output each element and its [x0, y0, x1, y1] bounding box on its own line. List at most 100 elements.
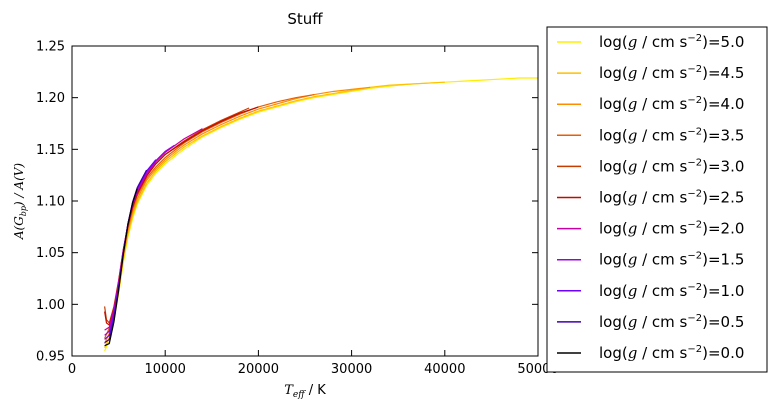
series-line-logg-2.0	[104, 128, 203, 331]
legend-label-part: )=2.0	[702, 220, 744, 238]
legend-label-part: −2	[687, 251, 702, 262]
legend-label: log(g / cm s−2)=1.0	[599, 282, 744, 300]
axis-ticks: 0 10000 20000 30000 40000 500000.951.001.051.…	[36, 40, 559, 378]
legend-label: log(g / cm s−2)=4.0	[599, 95, 744, 113]
legend-label-part: log(	[599, 282, 628, 300]
series-layer	[104, 77, 538, 352]
legend-label-part: −2	[687, 189, 702, 200]
legend-label: log(g / cm s−2)=0.5	[599, 313, 744, 331]
legend-label-part: −2	[687, 157, 702, 168]
legend-label-part: )=1.0	[702, 282, 744, 300]
series-line-logg-3.0	[104, 107, 250, 325]
y-axis-label: A(Gbp) / A(V)	[12, 163, 28, 241]
legend-label-part: −2	[687, 344, 702, 355]
legend-label-part: / cm s	[637, 95, 687, 113]
legend-label-part: −2	[687, 33, 702, 44]
legend-label-part: g	[628, 189, 638, 207]
legend-label: log(g / cm s−2)=0.0	[599, 344, 744, 362]
y-tick-label: 1.10	[36, 195, 65, 210]
legend-entry-logg-3.0: log(g / cm s−2)=3.0	[557, 157, 744, 175]
legend-label-part: log(	[599, 126, 628, 144]
legend-label: log(g / cm s−2)=3.0	[599, 157, 744, 175]
x-tick-label: 20000	[238, 362, 279, 377]
x-axis-label-sub: eff	[293, 390, 306, 400]
y-tick-label: 1.20	[36, 91, 65, 106]
legend-label-part: g	[628, 126, 638, 144]
y-axis-label-rest: ) / A(V)	[12, 163, 26, 207]
legend-label-part: log(	[599, 344, 628, 362]
legend-entry-logg-1.0: log(g / cm s−2)=1.0	[557, 282, 744, 300]
legend-label-part: log(	[599, 220, 628, 238]
legend-label-part: )=0.0	[702, 344, 744, 362]
legend-entry-logg-0.0: log(g / cm s−2)=0.0	[557, 344, 744, 362]
legend-entry-logg-5.0: log(g / cm s−2)=5.0	[557, 33, 744, 51]
x-tick-label: 30000	[331, 362, 372, 377]
legend-label-part: −2	[687, 126, 702, 137]
y-tick-label: 0.95	[36, 350, 65, 365]
series-line-logg-3.5	[104, 93, 315, 339]
legend-label-part: g	[628, 282, 638, 300]
legend-label-part: log(	[599, 313, 628, 331]
x-tick-label: 10000	[145, 362, 186, 377]
legend-entry-logg-3.5: log(g / cm s−2)=3.5	[557, 126, 744, 144]
legend-label: log(g / cm s−2)=1.5	[599, 251, 744, 269]
plot-frame	[71, 45, 539, 357]
legend-label-part: g	[628, 64, 638, 82]
legend-box	[546, 26, 768, 373]
legend-label-part: g	[628, 313, 638, 331]
y-tick-label: 1.00	[36, 298, 65, 313]
legend-label: log(g / cm s−2)=2.0	[599, 220, 744, 238]
legend-label-part: g	[628, 33, 638, 51]
legend-label-part: )=3.5	[702, 126, 744, 144]
chart-title: Stuff	[287, 10, 323, 28]
legend-entry-logg-0.5: log(g / cm s−2)=0.5	[557, 313, 744, 331]
legend-entry-logg-2.5: log(g / cm s−2)=2.5	[557, 189, 744, 207]
legend-label-part: )=2.5	[702, 189, 744, 207]
legend-label-part: )=4.5	[702, 64, 744, 82]
y-tick-label: 1.15	[36, 143, 65, 158]
legend-label-part: g	[628, 220, 638, 238]
legend-label-part: log(	[599, 95, 628, 113]
legend-label-part: −2	[687, 220, 702, 231]
legend-label-part: g	[628, 344, 638, 362]
legend-label-part: / cm s	[637, 157, 687, 175]
legend-label-part: log(	[599, 251, 628, 269]
series-line-logg-5.0	[104, 77, 538, 352]
y-axis-label-sub: bp	[19, 206, 28, 216]
series-line-logg-2.5	[104, 106, 259, 326]
legend-label-part: log(	[599, 64, 628, 82]
legend-entry-logg-4.5: log(g / cm s−2)=4.5	[557, 64, 744, 82]
legend-label-part: )=1.5	[702, 251, 744, 269]
legend-label-part: g	[628, 157, 638, 175]
legend-label-part: log(	[599, 157, 628, 175]
series-line-logg-4.5	[104, 81, 445, 348]
y-axis-label-text: A(G	[12, 216, 26, 240]
legend-entry-logg-4.0: log(g / cm s−2)=4.0	[557, 95, 744, 113]
legend-label-part: −2	[687, 95, 702, 106]
x-axis-label-var: T	[284, 383, 294, 398]
legend-label-part: g	[628, 95, 638, 113]
legend-label-part: )=0.5	[702, 313, 744, 331]
legend-label-part: −2	[687, 282, 702, 293]
y-tick-label: 1.05	[36, 246, 65, 261]
legend-label: log(g / cm s−2)=5.0	[599, 33, 744, 51]
legend-label-part: / cm s	[637, 33, 687, 51]
legend-entry-logg-2.0: log(g / cm s−2)=2.0	[557, 220, 744, 238]
legend-label-part: / cm s	[637, 251, 687, 269]
legend-label-part: / cm s	[637, 64, 687, 82]
legend-label: log(g / cm s−2)=3.5	[599, 126, 744, 144]
legend-label-part: )=5.0	[702, 33, 744, 51]
x-axis-label-unit: / K	[305, 383, 327, 398]
legend-entry-logg-1.5: log(g / cm s−2)=1.5	[557, 251, 744, 269]
legend-label: log(g / cm s−2)=4.5	[599, 64, 744, 82]
legend-label-part: −2	[687, 64, 702, 75]
legend-label-part: −2	[687, 313, 702, 324]
legend-label-part: / cm s	[637, 344, 687, 362]
y-tick-label: 1.25	[36, 40, 65, 55]
legend-label-part: / cm s	[637, 282, 687, 300]
x-axis-label: Teff / K	[284, 383, 326, 400]
series-line-logg-0.0	[104, 188, 138, 347]
legend-label-part: g	[628, 251, 638, 269]
